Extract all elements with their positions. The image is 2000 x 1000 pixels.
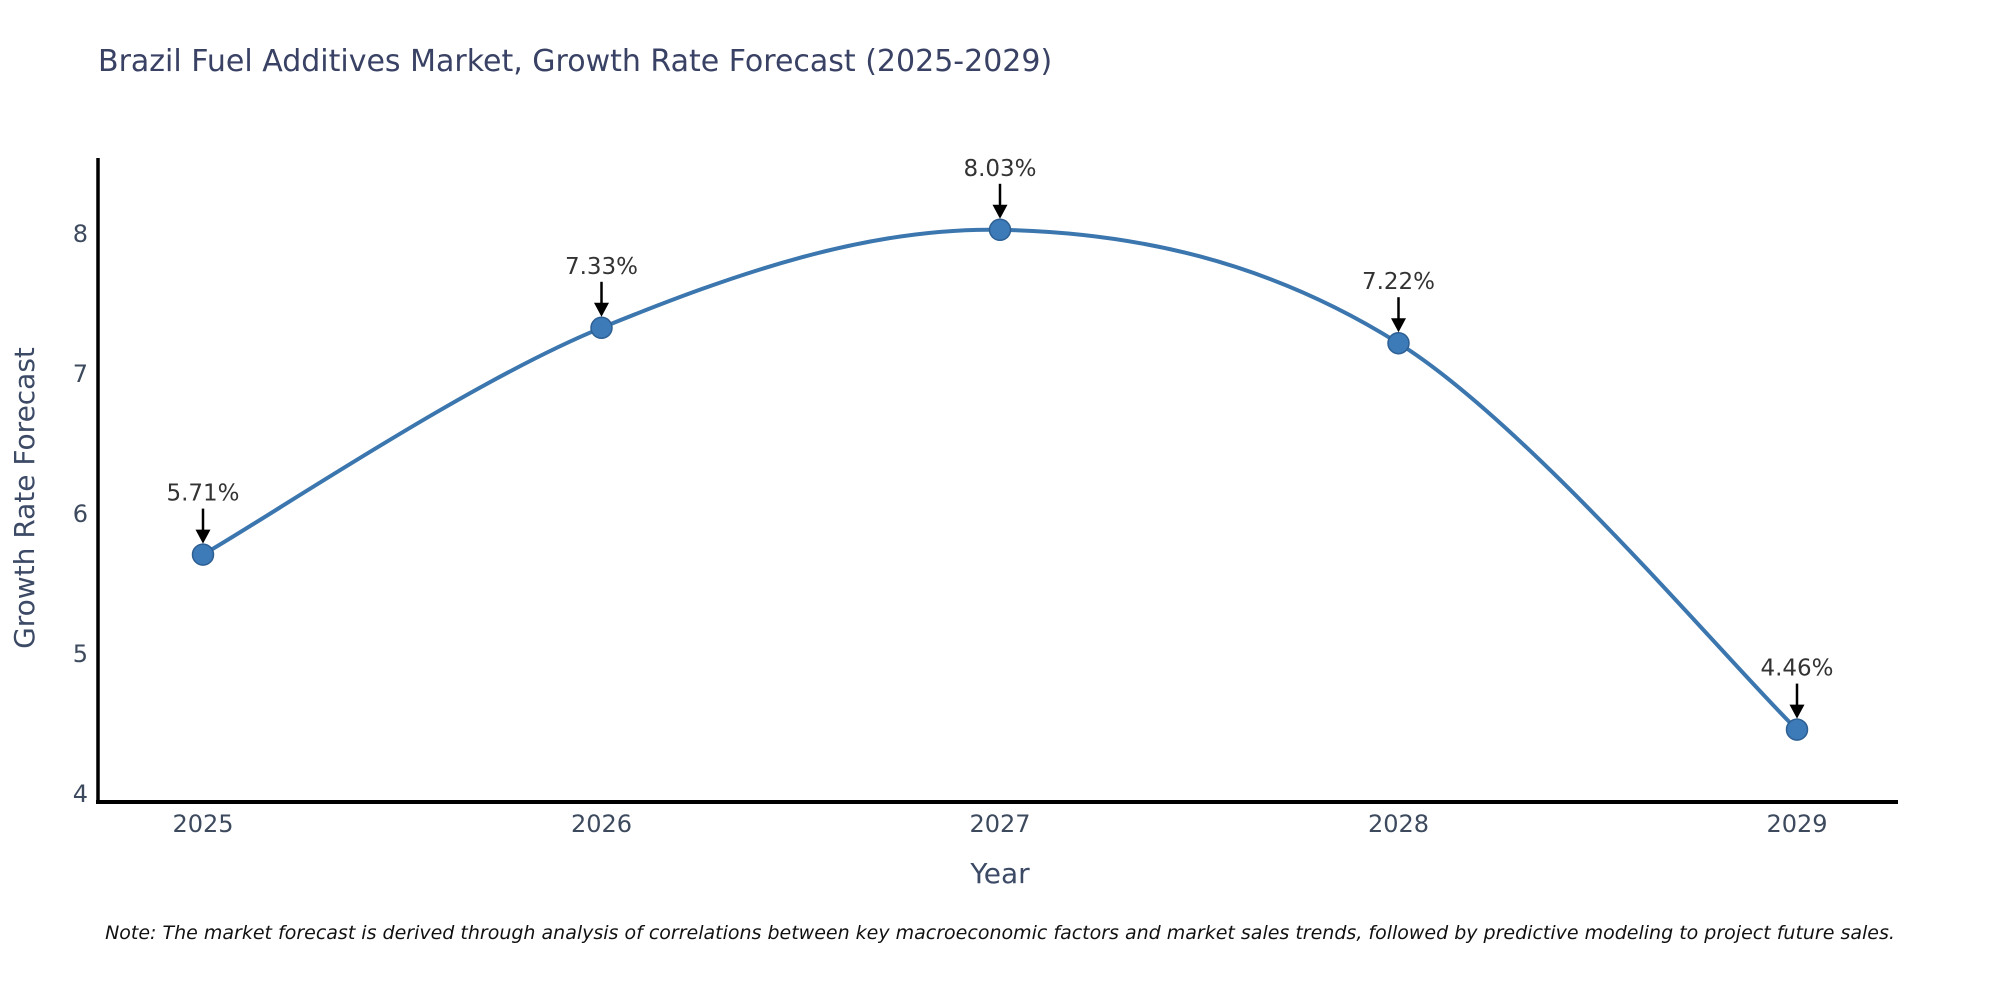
data-point-marker <box>1387 331 1410 355</box>
annotation-arrowhead-icon <box>1391 318 1406 333</box>
data-point-marker <box>191 543 215 566</box>
data-point-marker <box>590 316 613 340</box>
y-tick-label: 8 <box>73 220 88 248</box>
y-tick-label: 5 <box>73 640 88 668</box>
annotation-label: 5.71% <box>166 481 239 507</box>
data-point-marker <box>1785 718 1809 741</box>
chart-title: Brazil Fuel Additives Market, Growth Rat… <box>98 44 1053 79</box>
footnote: Note: The market forecast is derived thr… <box>105 922 1895 944</box>
annotation-label: 8.03% <box>963 156 1036 182</box>
annotation-arrowhead-icon <box>1789 704 1805 719</box>
x-tick-label: 2027 <box>969 810 1030 838</box>
y-axis-title: Growth Rate Forecast <box>8 347 41 649</box>
annotation-label: 7.33% <box>565 254 638 280</box>
annotation-arrowhead-icon <box>195 529 211 544</box>
annotation-label: 4.46% <box>1760 656 1833 682</box>
x-tick-label: 2029 <box>1766 810 1827 838</box>
trend-line <box>201 227 1799 732</box>
y-tick-label: 6 <box>73 500 88 528</box>
x-axis-title: Year <box>969 857 1030 890</box>
x-tick-label: 2026 <box>571 810 632 838</box>
data-point-marker <box>988 218 1012 242</box>
annotation-arrowhead-icon <box>594 302 609 317</box>
x-tick-label: 2028 <box>1368 810 1429 838</box>
annotation-arrowhead-icon <box>992 204 1008 219</box>
y-tick-label: 4 <box>73 780 88 808</box>
annotation-label: 7.22% <box>1362 269 1435 295</box>
y-tick-label: 7 <box>73 360 88 388</box>
x-tick-label: 2025 <box>172 810 233 838</box>
